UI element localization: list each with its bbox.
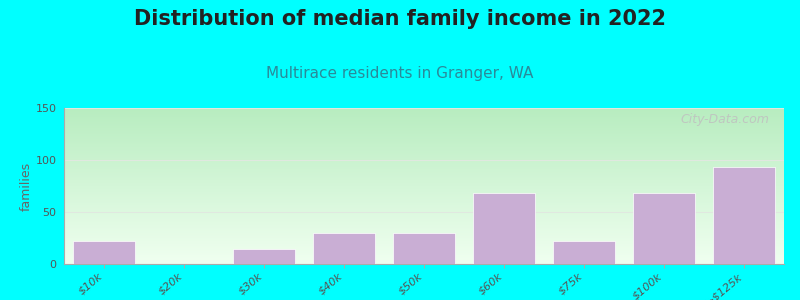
Bar: [73, 241, 135, 264]
Text: City-Data.com: City-Data.com: [681, 113, 770, 126]
Bar: [473, 193, 535, 264]
Text: Multirace residents in Granger, WA: Multirace residents in Granger, WA: [266, 66, 534, 81]
Bar: [233, 249, 295, 264]
Bar: [313, 233, 375, 264]
Bar: [553, 241, 615, 264]
Text: Distribution of median family income in 2022: Distribution of median family income in …: [134, 9, 666, 29]
Y-axis label: families: families: [19, 161, 33, 211]
Bar: [633, 193, 695, 264]
Bar: [713, 167, 775, 264]
Bar: [393, 233, 455, 264]
